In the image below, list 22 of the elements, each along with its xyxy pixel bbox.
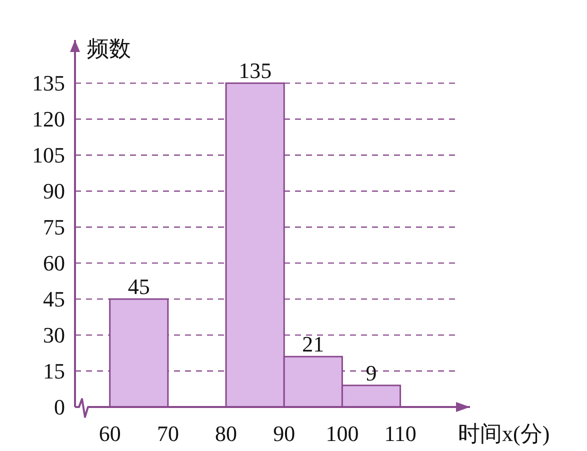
x-tick-label: 90 [273,421,296,446]
x-tick-label: 60 [98,421,121,446]
x-tick-label: 70 [156,421,179,446]
y-tick-label: 90 [43,178,65,204]
data-label: 9 [366,360,377,386]
y-tick-label: 30 [43,322,65,348]
y-tick-label: 120 [32,106,65,132]
x-tick-label: 100 [326,421,359,446]
data-label: 45 [128,274,150,300]
y-tick-label: 135 [32,70,65,96]
y-tick-label: 45 [43,286,65,312]
y-tick-label: 0 [54,394,65,420]
y-axis-title: 频数 [87,36,131,61]
data-label: 21 [302,332,324,357]
x-tick-label: 110 [384,421,416,446]
data-label: 135 [238,58,272,84]
y-tick-label: 75 [43,214,65,240]
y-tick-label: 15 [43,358,65,384]
x-tick-label: 80 [215,421,238,446]
y-tick-label: 105 [32,142,65,168]
y-tick-label: 60 [43,250,65,276]
x-axis-title: 时间x(分) [458,421,550,446]
